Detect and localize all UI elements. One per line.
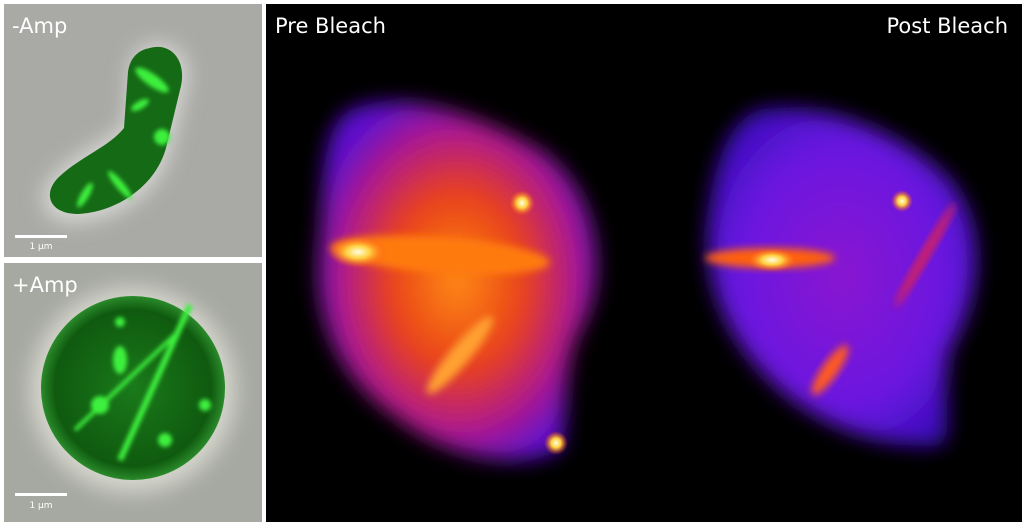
bright-spot	[746, 248, 798, 272]
bright-spot	[509, 190, 535, 216]
scale-bar-label: 1 µm	[29, 242, 52, 252]
fluorescent-filaments	[73, 303, 211, 462]
panel-bleach: Pre Bleach Post Bleach	[266, 4, 1022, 522]
panel-label: +Amp	[12, 273, 78, 297]
scale-bar	[15, 493, 67, 496]
cell-glow	[707, 108, 977, 446]
panel-minus-amp: 1 µm -Amp	[4, 4, 262, 257]
cell-pre-bleach	[318, 102, 597, 460]
filament	[811, 345, 849, 395]
cell-post-bleach	[705, 108, 977, 446]
panel-plus-amp: 1 µm +Amp	[4, 263, 262, 522]
cell	[49, 46, 183, 214]
bright-spot	[328, 236, 388, 268]
cell	[41, 296, 225, 480]
pre-bleach-label: Pre Bleach	[275, 14, 386, 38]
post-bleach-label: Post Bleach	[887, 14, 1009, 38]
filament	[894, 202, 956, 308]
bright-spot	[544, 431, 568, 455]
scale-bar-label: 1 µm	[29, 501, 52, 511]
bright-spot	[891, 190, 913, 212]
panel-label: -Amp	[12, 14, 67, 38]
filament	[426, 316, 494, 394]
scale-bar	[15, 235, 67, 238]
fluorescent-filaments	[77, 67, 170, 208]
